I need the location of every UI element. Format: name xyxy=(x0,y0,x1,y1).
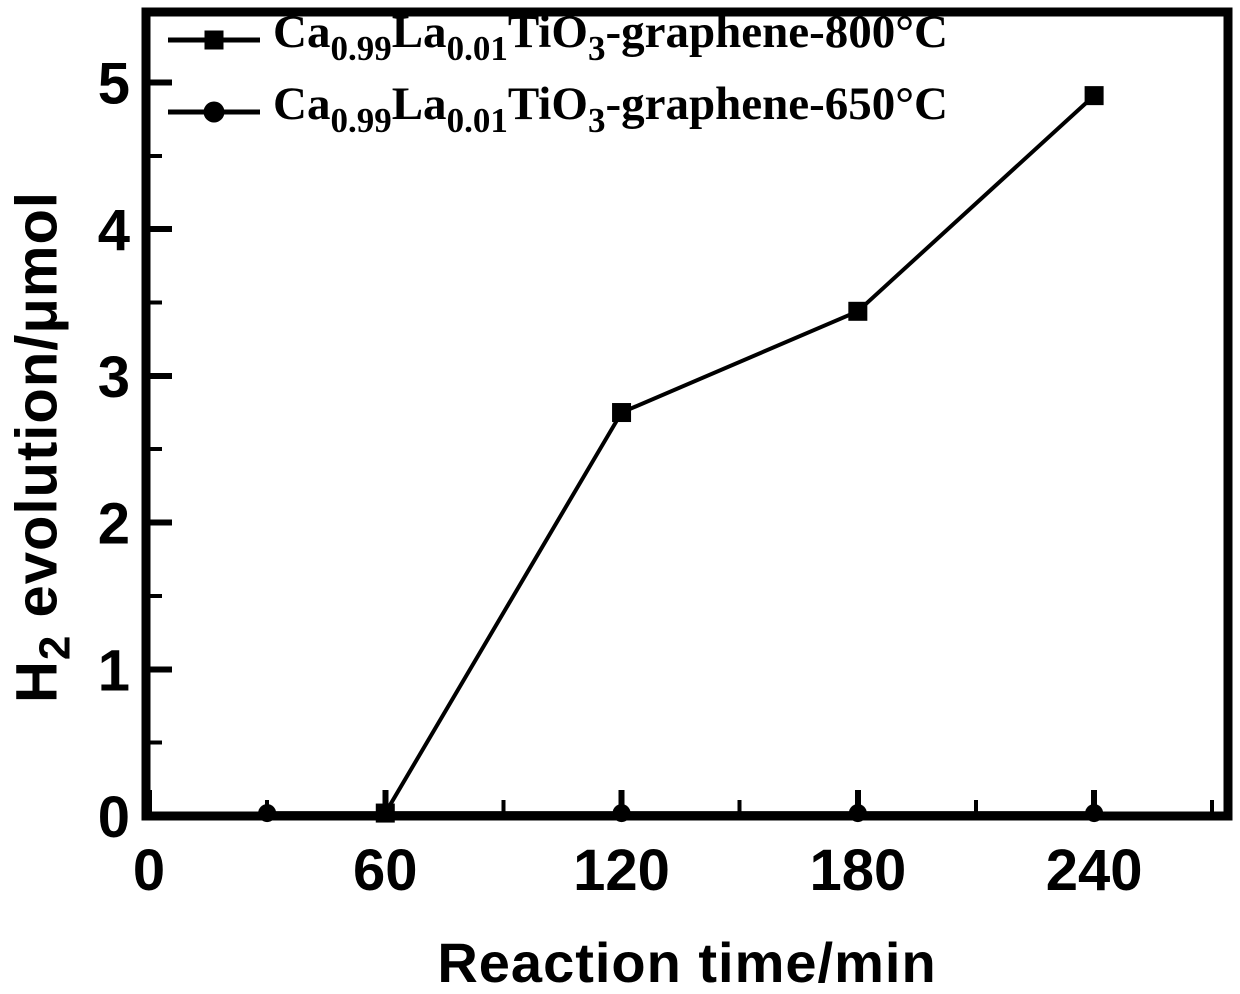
y-axis-title: H2 evolution/μmol xyxy=(4,191,81,703)
text-part: La xyxy=(391,5,447,58)
text-part: TiO xyxy=(507,77,588,130)
legend: Ca0.99La0.01TiO3-graphene-800°C Ca0.99La0… xyxy=(168,8,948,160)
legend-label: Ca0.99La0.01TiO3-graphene-650°C xyxy=(273,80,948,145)
text-part: La xyxy=(391,77,447,130)
plot-border xyxy=(141,7,1233,821)
legend-marker-circle-icon xyxy=(203,101,225,123)
subscript-text: 0.99 xyxy=(330,28,392,68)
text-part: -graphene-800°C xyxy=(605,5,948,58)
subscript-text: 3 xyxy=(587,100,606,140)
legend-label: Ca0.99La0.01TiO3-graphene-800°C xyxy=(273,8,948,73)
legend-marker-square-icon xyxy=(204,30,224,50)
x-tick-label: 180 xyxy=(809,838,906,903)
y-tick-label: 0 xyxy=(98,785,130,850)
data-point-marker-square xyxy=(1084,86,1104,106)
x-tick-label: 0 xyxy=(133,838,165,903)
y-tick-label: 1 xyxy=(98,638,130,703)
x-axis-title: Reaction time/min xyxy=(437,931,937,994)
y-tick-label: 4 xyxy=(98,198,130,263)
subscript-text: 2 xyxy=(30,634,80,661)
y-tick-label: 3 xyxy=(98,345,130,410)
legend-line-sample xyxy=(168,100,260,124)
x-tick-label: 240 xyxy=(1046,838,1143,903)
subscript-text: 0.01 xyxy=(446,28,508,68)
series-line-800c xyxy=(383,94,1096,815)
text-part: TiO xyxy=(507,5,588,58)
data-point-marker-square xyxy=(848,301,868,321)
text-part: Ca xyxy=(273,5,331,58)
text-part: evolution/μmol xyxy=(4,191,70,635)
subscript-text: 3 xyxy=(587,28,606,68)
text-part: Ca xyxy=(273,77,331,130)
legend-line-sample xyxy=(168,28,260,52)
subscript-text: 0.99 xyxy=(330,100,392,140)
legend-entry-650c: Ca0.99La0.01TiO3-graphene-650°C xyxy=(168,80,948,140)
x-tick-label: 60 xyxy=(353,838,418,903)
subscript-text: 0.01 xyxy=(446,100,508,140)
y-tick-label: 2 xyxy=(98,492,130,557)
text-part: H xyxy=(4,660,70,703)
y-tick-label: 5 xyxy=(98,51,130,116)
x-tick-label: 120 xyxy=(573,838,670,903)
data-point-marker-square xyxy=(612,403,632,423)
legend-entry-800c: Ca0.99La0.01TiO3-graphene-800°C xyxy=(168,8,948,68)
text-part: -graphene-650°C xyxy=(605,77,948,130)
